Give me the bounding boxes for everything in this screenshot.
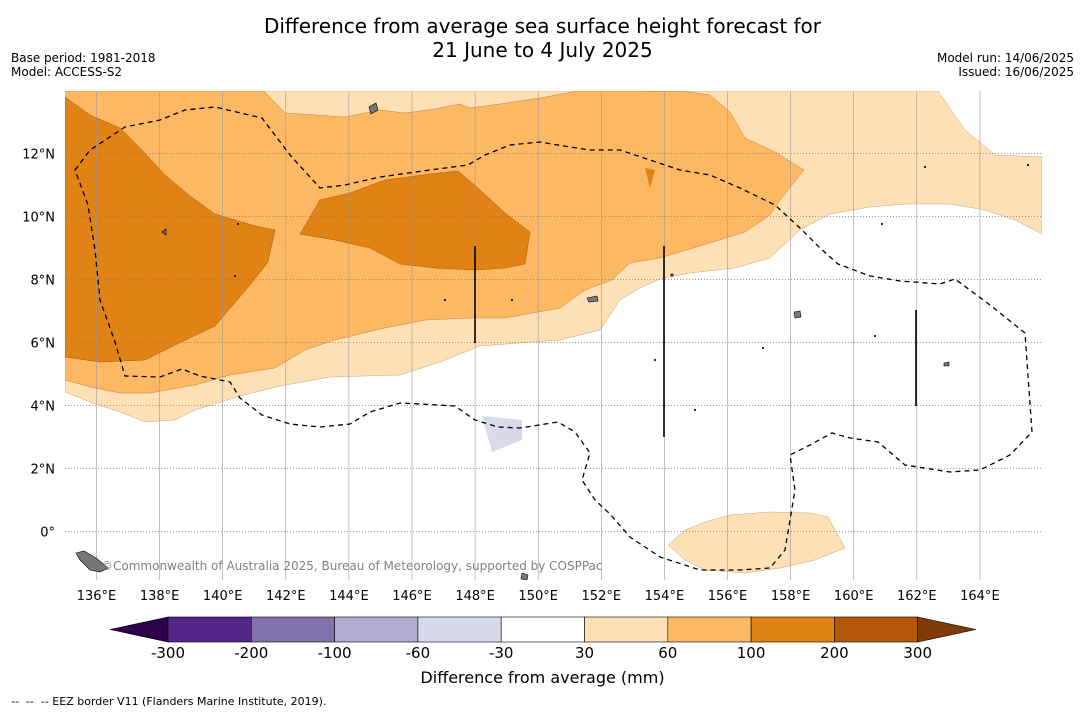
latitude-label: 4°N <box>31 400 56 415</box>
colorbar-tick-label: -60 <box>406 644 431 662</box>
longitude-label: 138°E <box>140 589 180 604</box>
latitude-label: 8°N <box>31 274 56 289</box>
colorbar-tick-label: 100 <box>737 644 766 662</box>
longitude-label: 142°E <box>266 589 306 604</box>
longitude-label: 144°E <box>329 589 369 604</box>
issued-date: Issued: 16/06/2025 <box>958 65 1074 79</box>
longitude-label: 158°E <box>771 589 811 604</box>
latitude-labels: 12°N 10°N 8°N 6°N 4°N 2°N 0° <box>22 148 55 541</box>
colorbar-segment <box>750 616 835 643</box>
colorbar-over-arrow <box>917 616 977 643</box>
latitude-label: 12°N <box>22 148 55 163</box>
footer-eez-note: -- -- -- EEZ border V11 (Flanders Marine… <box>11 695 327 708</box>
model-run: Model run: 14/06/2025 <box>936 51 1074 65</box>
colorbar-segment <box>584 616 669 643</box>
model-name: Model: ACCESS-S2 <box>11 65 123 79</box>
colorbar-segment <box>251 616 335 643</box>
colorbar-segment <box>500 616 585 643</box>
eez-border <box>74 106 1033 571</box>
meta-right: Model run: 14/06/2025 Issued: 16/06/2025 <box>937 51 1074 79</box>
title-line-2: 21 June to 4 July 2025 <box>432 38 653 62</box>
colorbar-tick-label: 60 <box>658 644 677 662</box>
latitude-label: 0° <box>40 526 55 541</box>
longitude-label: 150°E <box>518 589 558 604</box>
latitude-gridlines <box>65 153 1042 532</box>
colorbar-segment <box>667 616 752 643</box>
colorbar-segment <box>417 616 502 643</box>
colorbar-segment <box>334 616 419 643</box>
colorbar: -300 -200 -100 -60 -30 30 60 100 200 300 <box>109 616 977 662</box>
longitude-labels: 136°E 138°E 140°E 142°E 144°E 146°E 148°E 150°E… <box>77 589 1000 604</box>
colorbar-segment <box>834 616 919 643</box>
colorbar-tick-label: -200 <box>234 644 268 662</box>
longitude-label: 136°E <box>77 589 117 604</box>
colorbar-tick-label: -100 <box>318 644 352 662</box>
colorbar-under-arrow <box>109 616 169 643</box>
attribution-text: ©Commonwealth of Australia 2025, Bureau … <box>101 559 603 573</box>
anomaly-100-200-patch <box>645 168 655 188</box>
longitude-label: 160°E <box>834 589 874 604</box>
map-area[interactable]: ©Commonwealth of Australia 2025, Bureau … <box>65 91 1042 580</box>
longitude-label: 140°E <box>203 589 243 604</box>
colorbar-tick-label: -300 <box>151 644 185 662</box>
map-title: Difference from average sea surface heig… <box>0 14 1085 62</box>
longitude-label: 148°E <box>455 589 495 604</box>
colorbar-label: Difference from average (mm) <box>420 668 665 687</box>
colorbar-tick-label: 30 <box>575 644 594 662</box>
latitude-label: 2°N <box>31 463 56 478</box>
anomaly-100-200-central-region <box>299 170 531 271</box>
latitude-label: 10°N <box>22 211 55 226</box>
eez-segments <box>474 246 917 437</box>
longitude-label: 156°E <box>708 589 748 604</box>
meta-left: Base period: 1981-2018 Model: ACCESS-S2 <box>11 51 156 79</box>
title-line-1: Difference from average sea surface heig… <box>263 14 822 38</box>
longitude-label: 154°E <box>645 589 685 604</box>
islands <box>75 102 1030 580</box>
base-period: Base period: 1981-2018 <box>11 51 156 65</box>
latitude-label: 6°N <box>31 337 56 352</box>
longitude-gridlines <box>96 91 981 580</box>
longitude-label: 146°E <box>392 589 432 604</box>
longitude-label: 164°E <box>960 589 1000 604</box>
longitude-label: 152°E <box>582 589 622 604</box>
colorbar-tick-label: 300 <box>903 644 932 662</box>
longitude-label: 162°E <box>897 589 937 604</box>
colorbar-segment <box>167 616 252 643</box>
colorbar-tick-label: -30 <box>489 644 514 662</box>
colorbar-tick-label: 200 <box>820 644 849 662</box>
